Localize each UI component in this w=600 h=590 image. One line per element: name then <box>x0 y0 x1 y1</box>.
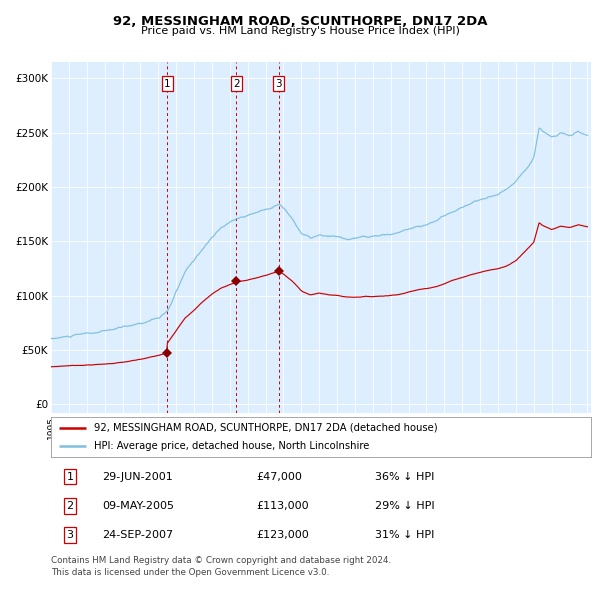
Text: 09-MAY-2005: 09-MAY-2005 <box>103 501 175 511</box>
Text: HPI: Average price, detached house, North Lincolnshire: HPI: Average price, detached house, Nort… <box>94 441 370 451</box>
Text: £123,000: £123,000 <box>256 530 309 540</box>
Text: 36% ↓ HPI: 36% ↓ HPI <box>375 471 434 481</box>
Text: 2: 2 <box>67 501 73 511</box>
Text: This data is licensed under the Open Government Licence v3.0.: This data is licensed under the Open Gov… <box>51 568 329 576</box>
Text: 29-JUN-2001: 29-JUN-2001 <box>103 471 173 481</box>
Text: 1: 1 <box>67 471 73 481</box>
Text: 1: 1 <box>164 78 170 88</box>
Text: 92, MESSINGHAM ROAD, SCUNTHORPE, DN17 2DA (detached house): 92, MESSINGHAM ROAD, SCUNTHORPE, DN17 2D… <box>94 423 438 433</box>
Text: 31% ↓ HPI: 31% ↓ HPI <box>375 530 434 540</box>
Text: 24-SEP-2007: 24-SEP-2007 <box>103 530 173 540</box>
Text: 3: 3 <box>275 78 282 88</box>
Text: 3: 3 <box>67 530 73 540</box>
Text: £113,000: £113,000 <box>256 501 309 511</box>
Text: 92, MESSINGHAM ROAD, SCUNTHORPE, DN17 2DA: 92, MESSINGHAM ROAD, SCUNTHORPE, DN17 2D… <box>113 15 487 28</box>
Text: Contains HM Land Registry data © Crown copyright and database right 2024.: Contains HM Land Registry data © Crown c… <box>51 556 391 565</box>
Text: 2: 2 <box>233 78 239 88</box>
Text: 29% ↓ HPI: 29% ↓ HPI <box>375 501 434 511</box>
Text: Price paid vs. HM Land Registry's House Price Index (HPI): Price paid vs. HM Land Registry's House … <box>140 26 460 36</box>
Text: £47,000: £47,000 <box>256 471 302 481</box>
